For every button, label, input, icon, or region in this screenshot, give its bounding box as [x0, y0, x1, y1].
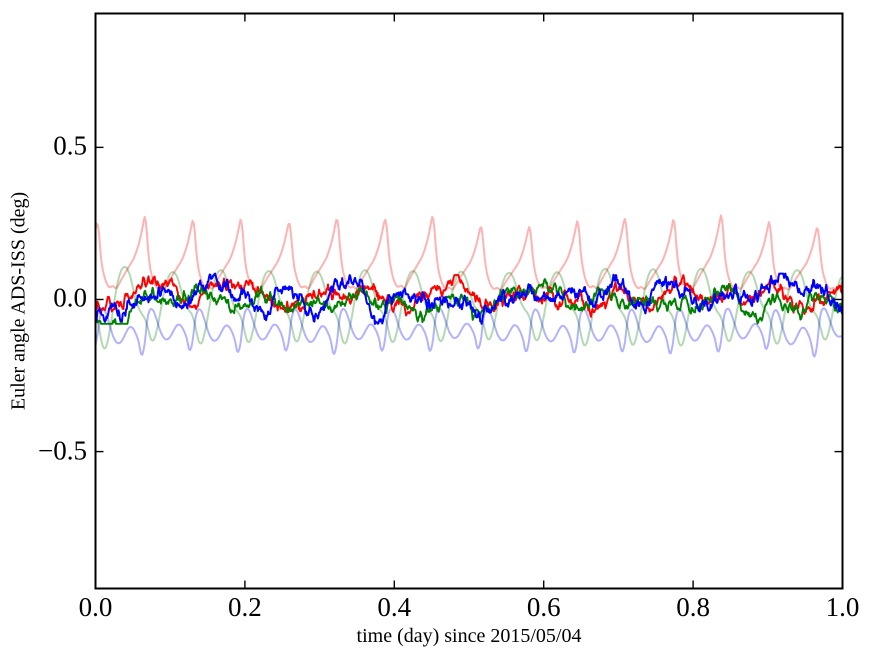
y-tick-label: 0.5	[53, 131, 87, 162]
x-tick-label: 0.4	[377, 592, 412, 622]
x-tick-label: 0.2	[228, 592, 262, 622]
series-euler-angle-1-orbital-envelope	[94, 214, 844, 291]
y-tick-label: 0.0	[53, 283, 87, 314]
x-tick-label: 1.0	[825, 592, 860, 622]
series-euler-angle-2-orbital-envelope	[94, 265, 844, 350]
x-tick-label: 0.0	[78, 592, 113, 622]
x-tick-label: 0.6	[526, 592, 561, 622]
x-axis-label: time (day) since 2015/05/04	[356, 625, 582, 647]
x-tick-label: 0.8	[676, 592, 710, 622]
data-series-group	[94, 214, 844, 358]
series-euler-angle-3-orbital-envelope	[94, 307, 844, 358]
y-tick-label: −0.5	[38, 435, 87, 466]
axes-frame	[94, 12, 844, 590]
axis-ticks	[94, 13, 844, 589]
series-euler-angle-3-residual	[94, 272, 844, 325]
plot-frame	[94, 12, 844, 590]
